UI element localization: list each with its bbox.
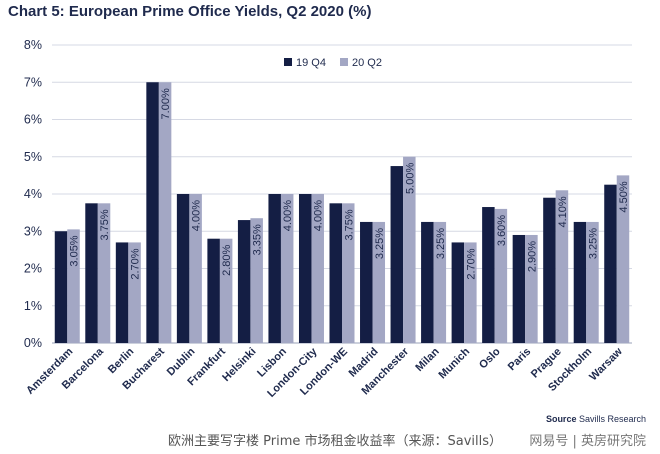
bar-20q2 (372, 221, 386, 343)
bar-19q4 (390, 166, 404, 343)
y-axis-ticks: 0% 1% 2% 3% 4% 5% 6% 7% 8% (24, 38, 42, 350)
bar-20q2 (403, 156, 416, 343)
bar-19q4 (451, 242, 465, 343)
bar-19q4 (237, 220, 251, 343)
bar-19q4 (85, 203, 98, 343)
bar-20q2 (158, 82, 172, 343)
bar-19q4 (421, 221, 434, 343)
data-label: 3.25% (374, 228, 386, 259)
bar-20q2 (250, 218, 263, 343)
bar-19q4 (176, 194, 190, 343)
watermark-text: 网易号 | 英房研究院 (529, 434, 646, 449)
bar-20q2 (433, 221, 447, 343)
category-label: Paris (506, 346, 534, 374)
data-label: 4.10% (557, 196, 569, 227)
bar-20q2 (219, 238, 233, 343)
bar-20q2 (128, 242, 141, 343)
data-label: 2.90% (526, 241, 538, 272)
data-label: 3.25% (435, 228, 447, 259)
data-label: 3.75% (343, 209, 355, 240)
image-caption: 欧洲主要写字楼 Prime 市场租金收益率（来源：Savills） (168, 434, 503, 449)
bar-19q4 (360, 221, 373, 343)
bar-19q4 (115, 242, 129, 343)
data-label: 3.75% (99, 209, 111, 240)
data-label: 3.05% (69, 235, 81, 266)
y-tick-label: 5% (24, 150, 42, 164)
bar-19q4 (512, 234, 526, 343)
bar-19q4 (543, 197, 556, 343)
data-label: 5.00% (404, 163, 416, 194)
source-label: Source (545, 414, 577, 424)
y-tick-label: 6% (24, 113, 42, 127)
category-label: Helsinki (220, 346, 258, 384)
bar-20q2 (586, 221, 599, 343)
category-label: Munich (437, 345, 473, 381)
data-label: 4.00% (313, 200, 325, 231)
bar-20q2 (189, 194, 202, 343)
data-label: 2.80% (221, 244, 233, 275)
bar-20q2 (342, 203, 355, 343)
source-text: Savills Research (578, 414, 646, 424)
y-tick-label: 2% (24, 262, 42, 276)
bar-19q4 (573, 221, 587, 343)
data-label: 7.00% (160, 88, 172, 119)
category-label: Warsaw (587, 345, 625, 383)
data-label: 3.25% (587, 228, 599, 259)
source-note: Source Savills Research (546, 414, 646, 424)
data-label: 2.70% (465, 248, 477, 279)
legend-label: 20 Q2 (352, 57, 382, 69)
data-label: 2.70% (130, 248, 142, 279)
bar-20q2 (311, 194, 324, 343)
bar-20q2 (280, 194, 294, 343)
bar-20q2 (97, 203, 111, 343)
bar-19q4 (329, 203, 342, 343)
y-tick-label: 7% (24, 75, 42, 89)
bars (54, 82, 630, 343)
legend: 19 Q4 20 Q2 (284, 57, 382, 69)
data-label: 4.00% (282, 200, 294, 231)
y-tick-label: 4% (24, 187, 42, 201)
bar-20q2 (616, 175, 630, 343)
legend-swatch (284, 58, 292, 66)
bar-19q4 (146, 82, 159, 343)
data-label: 3.35% (252, 224, 264, 255)
bar-20q2 (67, 229, 80, 343)
y-tick-label: 3% (24, 224, 42, 238)
bar-19q4 (207, 238, 220, 343)
data-label: 4.50% (618, 181, 630, 212)
bar-19q4 (482, 207, 495, 343)
legend-swatch (340, 58, 348, 66)
bar-19q4 (604, 184, 617, 343)
bar-19q4 (54, 231, 68, 343)
y-tick-label: 8% (24, 38, 42, 52)
bar-20q2 (464, 242, 477, 343)
legend-label: 19 Q4 (296, 57, 326, 69)
y-tick-label: 1% (24, 299, 42, 313)
bar-19q4 (298, 194, 312, 343)
data-label: 3.60% (496, 215, 508, 246)
y-tick-label: 0% (24, 336, 42, 350)
bar-20q2 (494, 208, 508, 343)
bar-20q2 (555, 190, 569, 343)
category-label: Oslo (477, 345, 503, 371)
category-label: Milan (413, 345, 442, 374)
data-label: 4.00% (191, 200, 203, 231)
bar-20q2 (525, 234, 538, 343)
chart-title: Chart 5: European Prime Office Yields, Q… (8, 3, 372, 20)
data-labels: 3.05% 3.75% 2.70% 7.00% 4.00% 2.80% 3.35% 4.00%… (69, 88, 630, 280)
bar-19q4 (268, 194, 281, 343)
